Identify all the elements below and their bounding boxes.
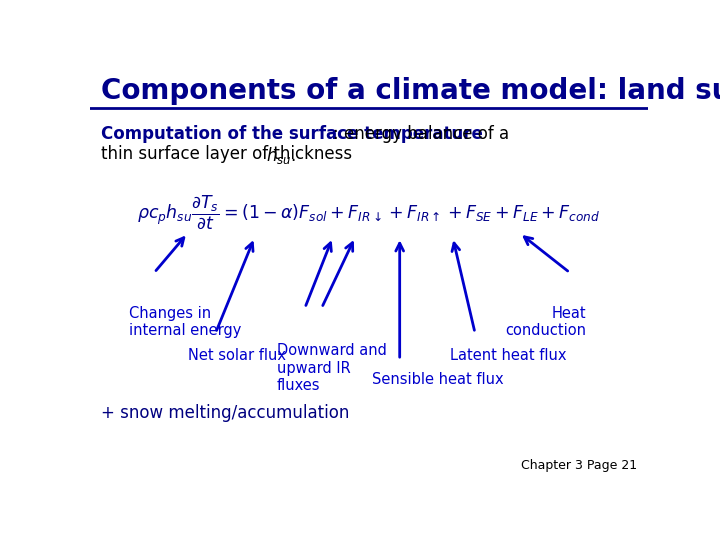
Text: Computation of the surface temperature: Computation of the surface temperature [101,125,483,143]
Text: Downward and
upward IR
fluxes: Downward and upward IR fluxes [277,343,387,393]
Text: $\rho c_p h_{su} \dfrac{\partial T_s}{\partial t} = (1-\alpha)F_{sol} + F_{IR\do: $\rho c_p h_{su} \dfrac{\partial T_s}{\p… [138,194,600,231]
Text: Components of a climate model: land surface: Components of a climate model: land surf… [101,77,720,105]
Text: Net solar flux: Net solar flux [188,348,286,362]
Text: Heat
conduction: Heat conduction [505,306,587,339]
Text: + snow melting/accumulation: + snow melting/accumulation [101,404,349,422]
Text: : energy balance of a: : energy balance of a [333,125,509,143]
Text: Sensible heat flux: Sensible heat flux [372,373,503,388]
Text: Latent heat flux: Latent heat flux [450,348,567,362]
Text: Chapter 3 Page 21: Chapter 3 Page 21 [521,460,637,472]
Text: $h_{su}$.: $h_{su}$. [266,145,296,166]
Text: Changes in
internal energy: Changes in internal energy [129,306,241,339]
Text: thin surface layer of thickness: thin surface layer of thickness [101,145,358,163]
